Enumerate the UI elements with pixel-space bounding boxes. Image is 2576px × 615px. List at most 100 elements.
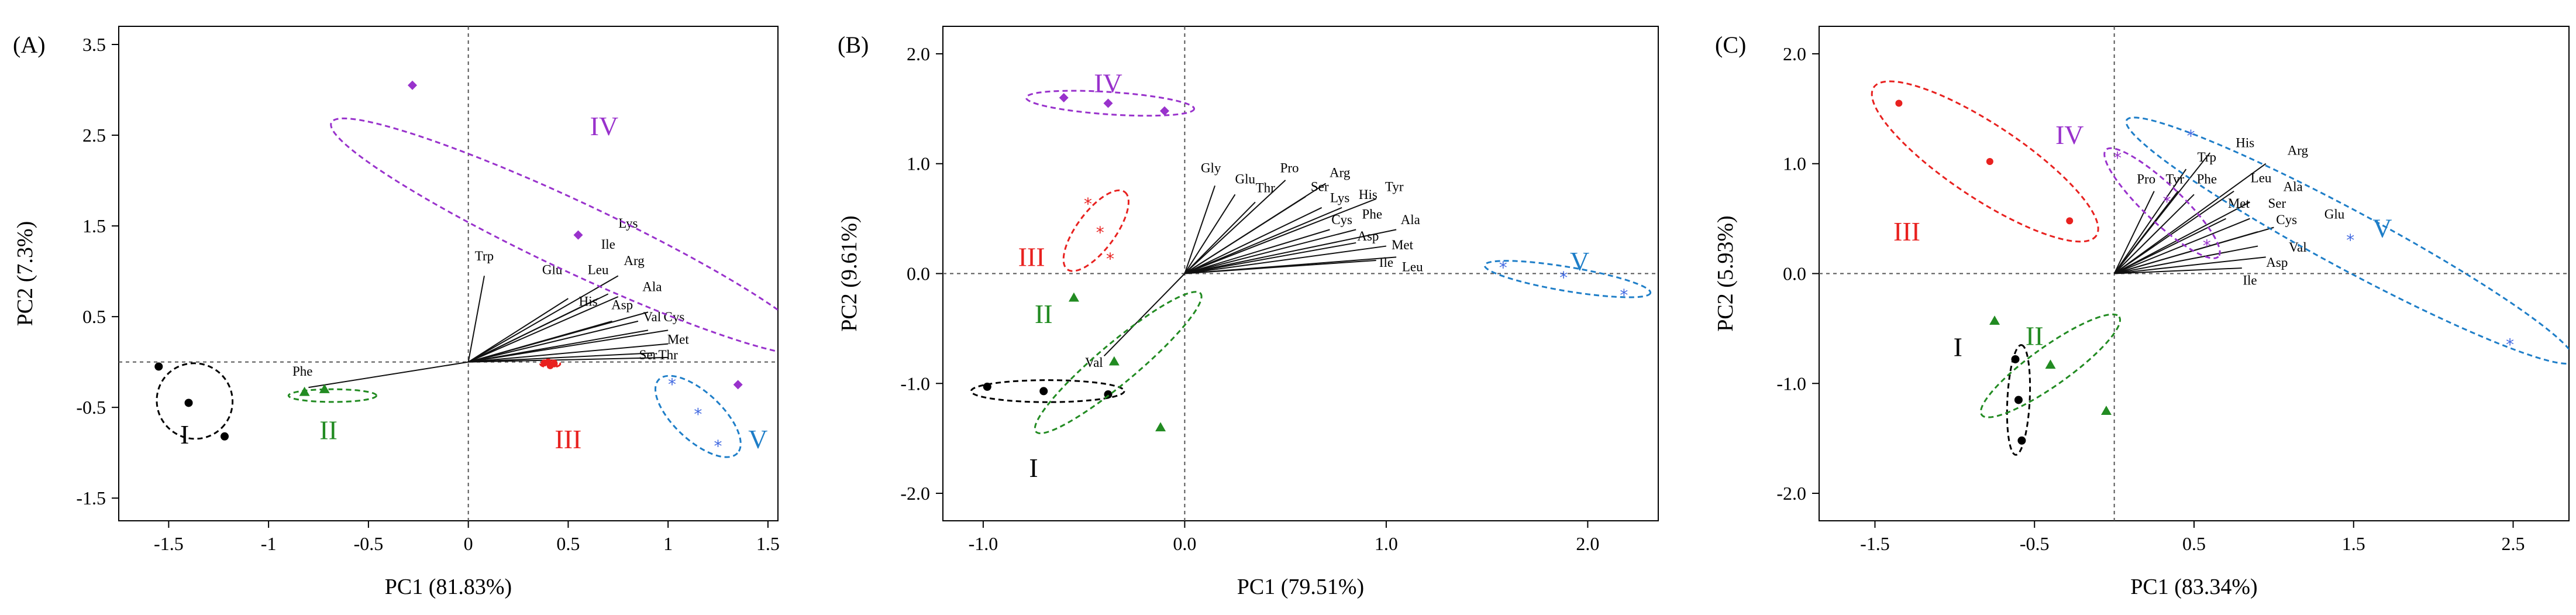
x-tick-label: -1.0 (969, 533, 998, 554)
group-label: IV (2055, 120, 2084, 150)
loading-vector-tyr (1184, 198, 1377, 274)
y-tick-label: 2.0 (1783, 43, 1806, 64)
loading-label: Met (1392, 238, 1414, 252)
x-axis-title: PC1 (81.83%) (385, 575, 512, 599)
y-axis-title: PC2 (9.61%) (837, 215, 862, 331)
loading-label: Pro (2137, 172, 2155, 187)
loading-label: Phe (2197, 172, 2217, 187)
loading-label: Phe (1362, 207, 1383, 222)
loading-vector-phe (308, 361, 469, 389)
data-point-group-iv (573, 230, 583, 240)
loading-label: Tyr (1385, 180, 1404, 194)
panel-label: (C) (1715, 32, 1746, 58)
loading-vector-asp (1184, 242, 1356, 274)
loading-vector-pro (2113, 191, 2155, 274)
pca-panel-1: (A) -1.5 -1 -0.5 0 0.5 1 1.5 -1.5 -0.5 0.5 1.5 2.5 3.… (13, 26, 780, 599)
data-point-group-iii (545, 358, 552, 366)
loading-vector-thr (468, 356, 669, 363)
plot-frame (118, 26, 779, 521)
loading-vector-val (1103, 273, 1186, 357)
confidence-ellipse-group-ii (1034, 291, 1203, 435)
data-point-group-iv (1159, 106, 1169, 116)
data-point-group-v: * (2187, 126, 2195, 146)
loading-vector-ser (2114, 218, 2250, 274)
confidence-ellipse-group-iv (1025, 90, 1196, 117)
x-tick-label: 0.5 (2182, 533, 2206, 554)
plot-area: ProTyrPheTrpHisArgLeuAlaMetSerCysGluValA… (1871, 80, 2569, 456)
loading-label: Arg (624, 253, 645, 268)
data-point-group-i (2017, 436, 2026, 445)
loading-vector-glu (1184, 194, 1236, 274)
pca-panel-3: (C) -1.5 -0.5 0.5 1.5 2.5 -2.0 -1.0 0.0 1.0 2.0 PC1… (1713, 26, 2570, 599)
confidence-ellipse-group-iv (330, 117, 778, 356)
y-tick-label: 2.0 (907, 43, 930, 64)
loading-vector-ala (2114, 201, 2250, 274)
loading-label: Ala (642, 280, 662, 294)
confidence-ellipse-group-i (2006, 344, 2031, 456)
x-tick-label: 1.5 (2342, 533, 2365, 554)
loading-label: Met (2228, 196, 2250, 211)
data-point-group-iii (1986, 157, 1993, 165)
data-point-group-ii (2045, 359, 2056, 369)
pca-panel-2: (B) -1.0 0.0 1.0 2.0 -2.0 -1.0 0.0 1.0 2.0 PC1 (79… (837, 26, 1659, 599)
x-axis-title: PC1 (79.51%) (1237, 575, 1364, 599)
loading-vector-val (2114, 245, 2258, 274)
data-point-group-iv (408, 80, 418, 90)
data-point-group-ii (1989, 315, 2000, 325)
loading-label: Ile (2243, 273, 2257, 287)
loading-label: Glu (2324, 207, 2345, 222)
data-point-group-iv (733, 380, 743, 390)
y-axis-title: PC2 (5.93%) (1713, 215, 1738, 331)
confidence-ellipse-group-iii (1062, 189, 1129, 272)
loading-vector-gly (1184, 185, 1216, 274)
y-tick-label: -1.5 (76, 487, 106, 509)
data-point-group-iii: * (1084, 194, 1092, 214)
data-point-group-v: * (668, 375, 676, 394)
loading-vector-phe (1184, 229, 1356, 274)
loading-label: Met (667, 332, 690, 347)
group-label: III (1893, 217, 1920, 246)
x-tick-label: -1 (261, 533, 277, 554)
loading-vector-his (1184, 207, 1342, 274)
group-label: IV (1094, 68, 1122, 98)
group-label: II (2026, 321, 2044, 351)
confidence-ellipse-group-i (970, 379, 1125, 403)
data-point-group-v: * (1620, 286, 1628, 305)
loading-vector-trp (2113, 169, 2187, 274)
y-tick-label: -1.0 (1776, 373, 1806, 394)
loading-vector-cys (1184, 229, 1330, 274)
data-point-group-iv (1059, 93, 1069, 103)
loading-label: Ile (601, 237, 615, 252)
y-tick-label: 1.0 (1783, 153, 1806, 174)
loading-vector-arg (468, 296, 619, 363)
data-point-group-v: * (2506, 335, 2514, 355)
loading-label: Ser (639, 348, 657, 362)
y-tick-label: 0.0 (907, 263, 930, 284)
data-point-group-iii: * (1106, 249, 1114, 269)
group-label: I (180, 420, 189, 449)
data-point-group-v: * (2346, 231, 2354, 250)
data-point-group-ii (2100, 406, 2112, 415)
loading-label: Cys (2276, 212, 2297, 227)
loading-vector-lys (1184, 207, 1323, 274)
loading-label: Asp (1357, 229, 1379, 243)
group-label: III (555, 424, 581, 454)
confidence-ellipse-group-v (2125, 116, 2569, 365)
loading-label: Glu (1235, 172, 1256, 187)
loading-label: Pro (1280, 161, 1299, 176)
group-label: II (1035, 299, 1053, 329)
x-axis-title: PC1 (83.34%) (2130, 575, 2257, 599)
loading-vector-asp (2114, 256, 2266, 274)
loading-label: Trp (475, 249, 494, 263)
group-label: II (319, 415, 338, 445)
loading-label: Ser (2268, 196, 2286, 211)
loading-label: Gly (1201, 161, 1221, 176)
loading-vector-trp (467, 276, 485, 362)
loading-vector-ser (1184, 196, 1306, 274)
y-tick-label: 0.5 (82, 306, 106, 327)
confidence-ellipse-group-ii (1979, 313, 2122, 418)
data-point-group-ii (319, 384, 330, 393)
loading-vector-his (2113, 152, 2211, 274)
